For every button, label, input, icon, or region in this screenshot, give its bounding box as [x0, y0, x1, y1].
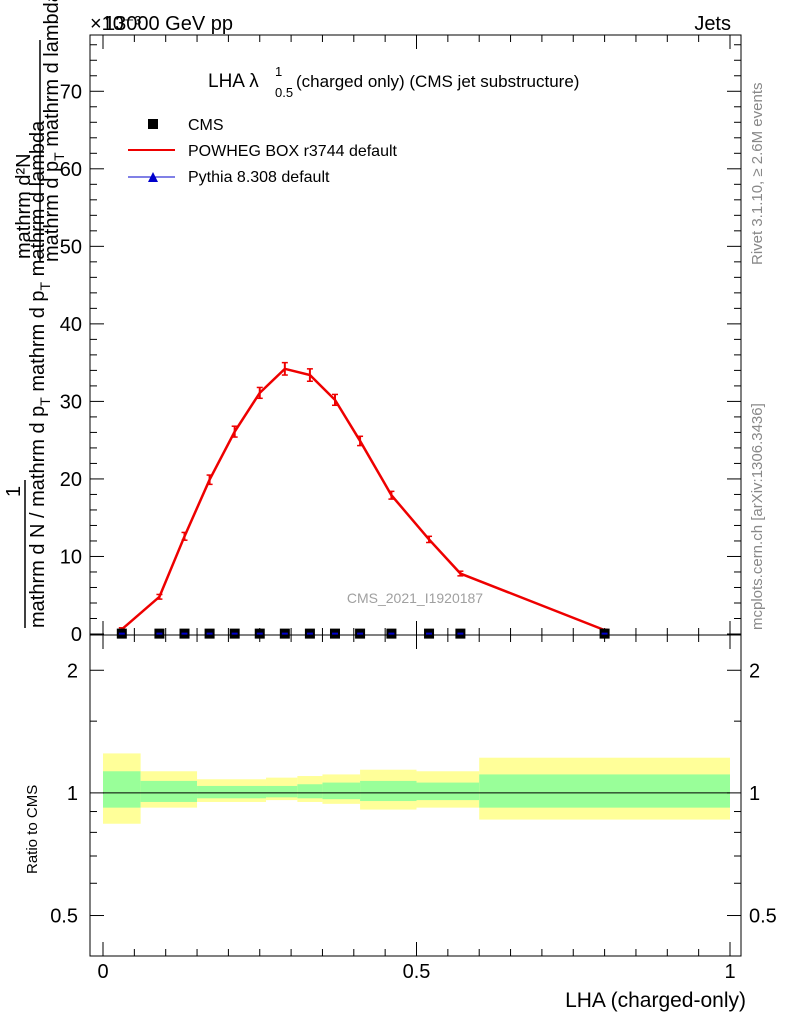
legend-cms-marker [148, 119, 158, 129]
ylabel-numerator: mathrm d²N [13, 153, 35, 259]
ratio-band-green [266, 785, 298, 798]
mcplots-label: mcplots.cern.ch [arXiv:1306.3436] [749, 403, 766, 630]
main-y-tick-label: 20 [60, 469, 82, 491]
cms-series [116, 628, 610, 639]
ratio-y-tick-label-right: 1 [749, 783, 760, 805]
x-tick-label: 1 [724, 961, 735, 983]
x-axis: 0 0.5 1 [97, 35, 736, 983]
main-y-axis-label: mathrm d²N mathrm d pT mathrm d lambda 1… [3, 0, 67, 628]
plot-title-sup: 1 [275, 64, 282, 79]
ratio-band-green [297, 784, 323, 799]
legend-cms-label: CMS [188, 117, 224, 134]
rivet-label: Rivet 3.1.10, ≥ 2.6M events [749, 83, 766, 266]
ratio-y-tick-label: 1 [67, 783, 78, 805]
header-jets: Jets [694, 13, 731, 35]
ylabel-left: mathrm d N / mathrm d pT mathrm d pT mat… [27, 120, 53, 628]
main-y-tick-label: 60 [60, 159, 82, 181]
ratio-band-green [416, 782, 480, 801]
main-y-tick-label: 40 [60, 314, 82, 336]
x-axis-label: LHA (charged-only) [565, 989, 746, 1012]
plot-title-rest: (charged only) (CMS jet substructure) [296, 72, 579, 91]
plot-title: LHA λ [208, 71, 259, 92]
main-y-tick-label: 50 [60, 236, 82, 258]
ratio-band-green [479, 774, 730, 808]
ratio-y-axis-label: Ratio to CMS [24, 785, 41, 874]
main-y-tick-label: 30 [60, 391, 82, 413]
ratio-uncertainty-bands [103, 753, 730, 824]
analysis-watermark: CMS_2021_I1920187 [347, 590, 483, 606]
ratio-panel-frame [89, 634, 742, 957]
main-y-axis: 0 10 20 30 40 50 60 70 [60, 44, 741, 646]
x-tick-label: 0.5 [403, 961, 431, 983]
main-y-tick-label: 70 [60, 81, 82, 103]
x-tick-label: 0 [97, 961, 108, 983]
ratio-band-green [197, 785, 267, 799]
header-exponent: ×10⁻³ [90, 13, 141, 35]
main-y-tick-label: 0 [71, 624, 82, 646]
main-y-tick-label: 10 [60, 546, 82, 568]
powheg-line [120, 367, 606, 632]
ratio-band-green [103, 771, 141, 808]
plot-title-sub: 0.5 [275, 85, 293, 100]
ratio-y-tick-label-right: 2 [749, 660, 760, 682]
header-collision: 13000 GeV pp [104, 13, 233, 35]
powheg-series [118, 361, 608, 632]
ratio-band-green [360, 780, 417, 802]
ylabel-one: 1 [3, 486, 25, 497]
ratio-y-tick-label-right: 0.5 [749, 906, 777, 928]
legend-powheg-label: POWHEG BOX r3744 default [188, 143, 398, 160]
ratio-y-tick-label: 0.5 [50, 906, 78, 928]
ylabel-denominator: mathrm d pT mathrm d lambda [41, 0, 67, 262]
ratio-y-tick-label: 2 [67, 660, 78, 682]
ratio-band-green [322, 782, 361, 800]
ratio-band-green [140, 780, 198, 802]
legend-pythia-marker [148, 172, 158, 182]
ratio-y-axis: 0.5 0.5 1 1 2 2 [50, 660, 777, 927]
legend: CMS POWHEG BOX r3744 default Pythia 8.30… [128, 117, 398, 186]
legend-pythia-label: Pythia 8.308 default [188, 169, 330, 186]
